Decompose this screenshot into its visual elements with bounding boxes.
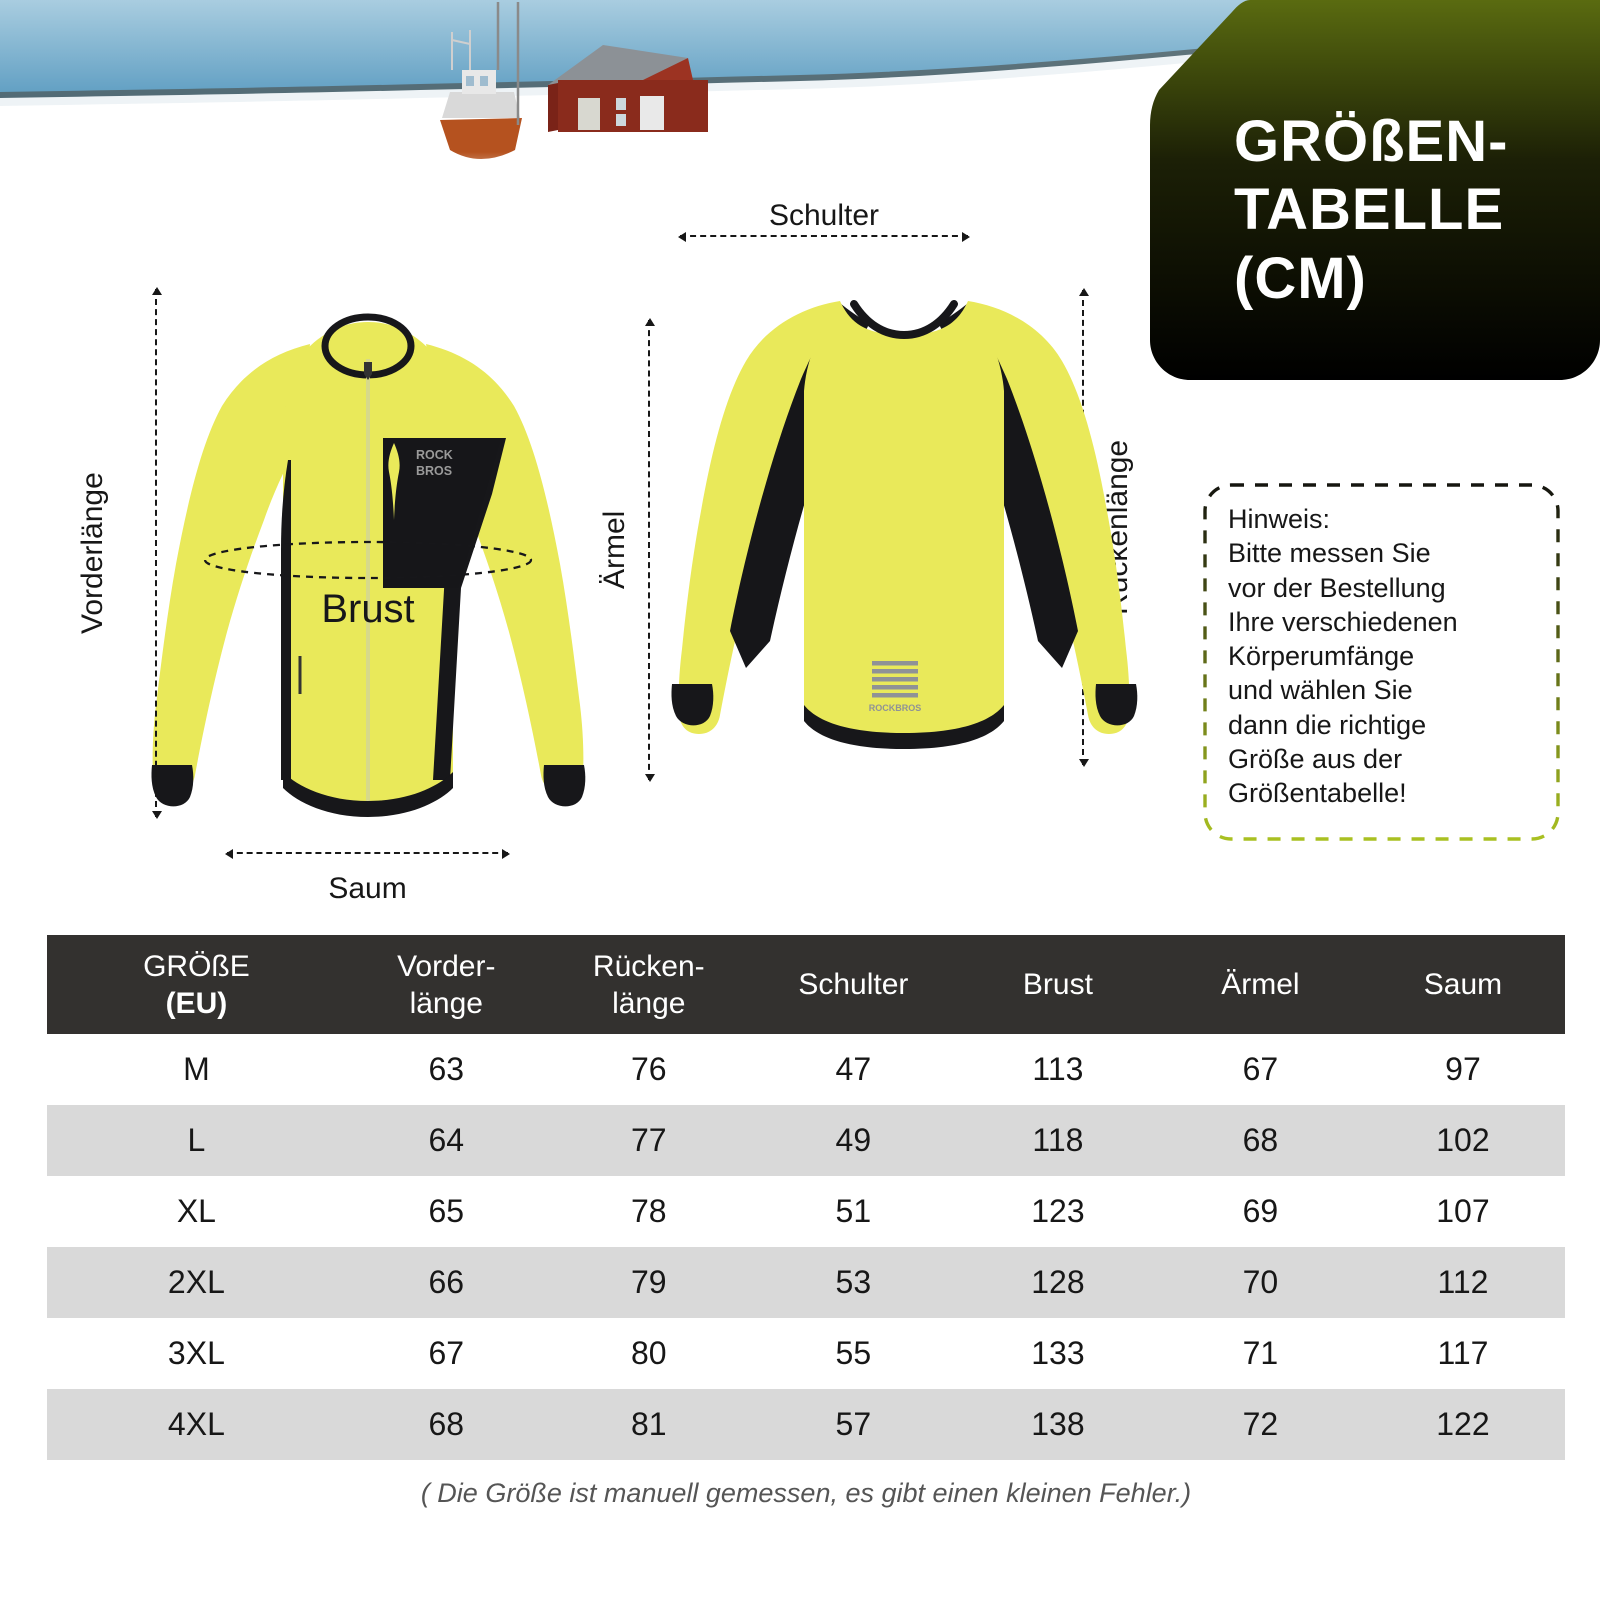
svg-text:ROCK: ROCK xyxy=(416,448,453,462)
svg-text:BROS: BROS xyxy=(416,464,452,478)
svg-text:ROCKBROS: ROCKBROS xyxy=(869,703,922,713)
svg-text:Brust: Brust xyxy=(321,587,414,631)
